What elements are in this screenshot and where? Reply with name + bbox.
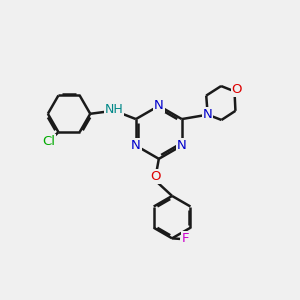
Text: N: N xyxy=(177,139,187,152)
Text: N: N xyxy=(131,139,141,152)
Text: NH: NH xyxy=(105,103,124,116)
Text: Cl: Cl xyxy=(42,135,55,148)
Text: O: O xyxy=(151,170,161,183)
Text: O: O xyxy=(232,83,242,96)
Text: F: F xyxy=(182,232,189,245)
Text: N: N xyxy=(154,99,164,112)
Text: N: N xyxy=(203,108,213,121)
